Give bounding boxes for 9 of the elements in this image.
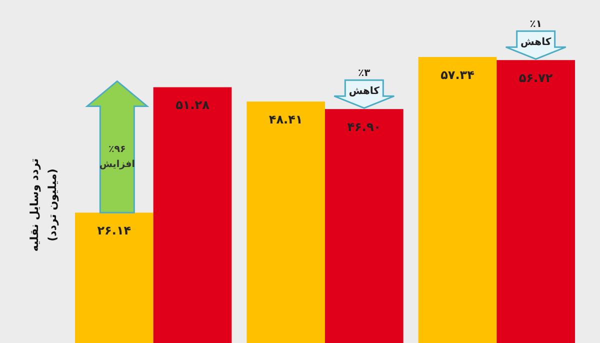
annotation: ٪۳ کاهش (348, 68, 380, 98)
data-label: ۴۶.۹۰ (347, 120, 382, 134)
data-label: ۴۸.۴۱ (268, 112, 303, 127)
text: ٪۱ کاهش (520, 19, 552, 48)
data-label: ۵۷.۳۴ (440, 68, 474, 82)
data-label: ۲۶.۱۴ (97, 224, 132, 238)
y-axis-title: تردد وسایل نقلیه (میلیون تردد) (28, 158, 59, 252)
data-label: ۵۶.۷۲ (518, 71, 554, 86)
data-label: ۵۱.۲۸ (176, 98, 210, 112)
